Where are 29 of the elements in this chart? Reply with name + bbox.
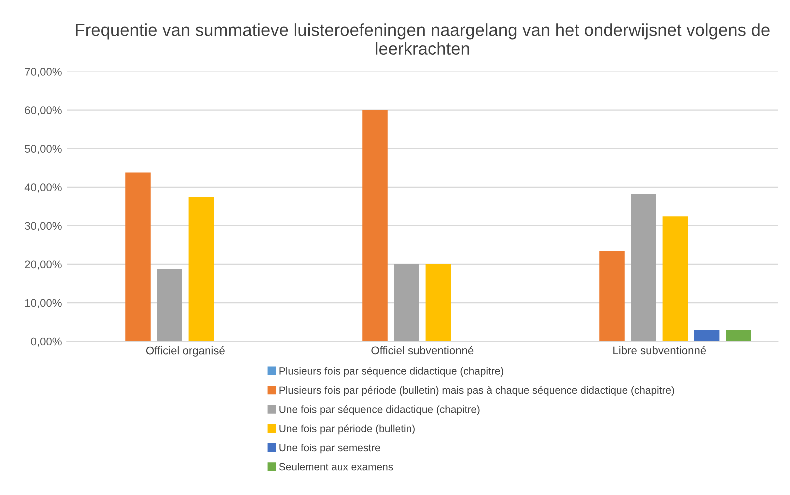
y-tick-label: 30,00% [25, 222, 62, 232]
y-tick-label: 20,00% [25, 260, 62, 270]
y-tick-label: 10,00% [25, 299, 62, 308]
bar [726, 330, 752, 342]
y-tick-label: 40,00% [24, 184, 62, 193]
y-tick-label: 60,00% [25, 106, 62, 116]
bar [600, 250, 625, 342]
x-tick-label: Libre subventionné [614, 346, 706, 355]
legend-label: Plusieurs fois par séquence didactique (chapitre) [280, 367, 504, 377]
y-tick-label: 70,00% [25, 68, 62, 78]
legend-label: Une fois par période (bulletin) [280, 424, 415, 435]
y-tick-label: 0,00% [31, 338, 62, 347]
bar [631, 194, 656, 342]
bar [362, 110, 388, 342]
x-tick-label: Officiel subventionné [372, 346, 474, 355]
bar [426, 264, 452, 342]
y-tick-label: 50,00% [25, 145, 62, 154]
bar [188, 197, 214, 342]
legend-label: Seulement aux examens [279, 463, 394, 471]
x-tick-label: Officiel organisé [146, 346, 225, 357]
chart-title: Frequentie van summatieve luisteroefeningen naargelang van het onderwijsnet volgens de leerkrachten [76, 24, 770, 56]
bar [394, 264, 420, 342]
bar [662, 216, 688, 342]
legend-label: Une fois par séquence didactique (chapitre) [280, 406, 480, 416]
legend-label: Une fois par semestre [280, 444, 380, 454]
bar [126, 172, 151, 342]
bar [157, 269, 182, 342]
legend-label: Plusieurs fois par période (bulletin) mais pas à chaque séquence didactique (chapitre) [280, 386, 674, 396]
bar [694, 330, 720, 342]
